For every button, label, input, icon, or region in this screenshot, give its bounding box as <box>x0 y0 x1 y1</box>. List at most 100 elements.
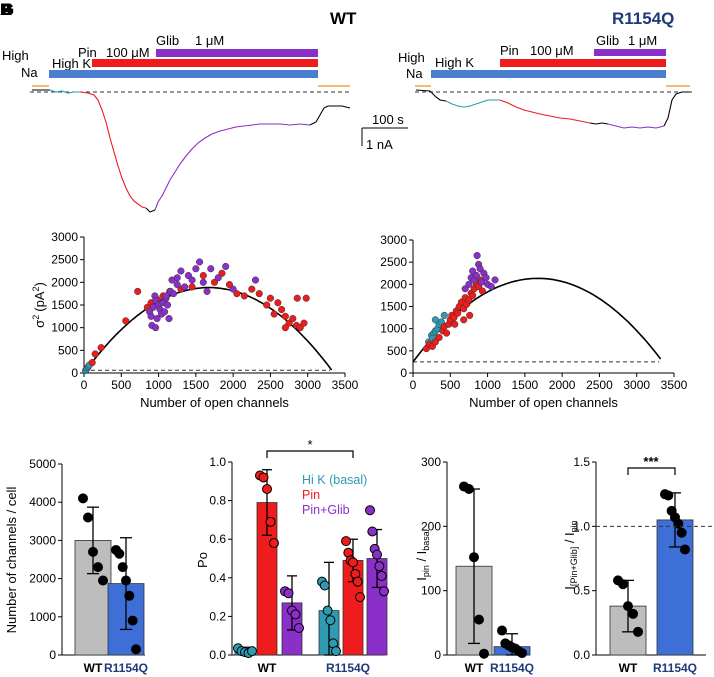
panel-letters: A B C D E F G <box>0 0 14 19</box>
data-point <box>294 622 304 633</box>
glib-label-mut: Glib <box>596 33 619 48</box>
data-point <box>628 608 638 619</box>
y-tick-label: 3000 <box>51 230 78 244</box>
fit-curve <box>83 286 333 374</box>
data-point-pin-glib <box>153 315 161 323</box>
y-tick-label: 2500 <box>380 255 407 269</box>
data-point-pin-glib <box>465 280 473 288</box>
pin-bar-mut <box>500 59 666 67</box>
y-axis-label-sep: / I <box>414 551 429 565</box>
data-point <box>367 526 378 537</box>
y-axis-label-part: 2 <box>31 315 41 320</box>
y-axis-label-sub: pin <box>421 565 431 577</box>
highk-bar-wt <box>49 70 318 78</box>
x-tick-label: 3500 <box>332 378 359 392</box>
data-point-pin <box>274 299 282 307</box>
bar-r1154q <box>656 519 694 656</box>
data-point-pin <box>281 324 289 332</box>
data-point <box>127 615 138 626</box>
data-point-pin <box>451 320 459 328</box>
x-tick-label: 2000 <box>220 378 247 392</box>
y-tick-label: 1000 <box>29 610 56 624</box>
data-point <box>376 570 387 581</box>
y-axis-label-part: σ <box>32 320 47 328</box>
x-tick-label: 500 <box>440 378 460 392</box>
trace-mut-hik <box>445 99 500 108</box>
data-point <box>365 505 375 516</box>
trace-panel-wt: WT Glib 1 μM Pin 100 μM High High K Na 1… <box>2 9 408 213</box>
y-tick-label: 0.2 <box>209 609 226 623</box>
y-tick-label: 3000 <box>29 533 56 547</box>
data-point <box>83 512 93 523</box>
data-point-pin-glib <box>152 324 160 332</box>
y-axis-label: Ipin / Ibasal <box>414 529 431 581</box>
data-point <box>663 490 674 501</box>
data-point-pin <box>296 324 304 332</box>
data-point-pin-glib <box>165 315 173 323</box>
data-point <box>623 601 633 612</box>
data-point-pin-glib <box>181 283 189 291</box>
y-tick-label: 1500 <box>51 298 78 312</box>
data-point <box>290 609 301 620</box>
y-tick-label: 1.0 <box>209 455 226 469</box>
data-point-pin-glib <box>472 271 480 280</box>
y-tick-label: 0.4 <box>209 571 226 585</box>
data-point <box>121 575 131 586</box>
panel-letter-c: C <box>1 0 13 19</box>
trace-title-wt: WT <box>330 9 357 28</box>
data-point-pin <box>255 290 263 298</box>
x-tick-label: 2500 <box>257 378 284 392</box>
panel-letter-g: G <box>1 0 14 19</box>
trace-mut-pin <box>499 99 591 124</box>
glib-label-wt: Glib <box>156 33 179 48</box>
data-point <box>372 549 382 560</box>
pin-conc-wt: 100 μM <box>106 45 150 60</box>
trace-mut-wash2 <box>663 91 690 127</box>
y-tick-label: 0.0 <box>209 648 226 662</box>
x-tick-label: 2500 <box>586 378 613 392</box>
data-point-pin-glib <box>177 267 185 275</box>
x-tick-label: 2000 <box>549 378 576 392</box>
data-point-pin-glib <box>162 292 170 300</box>
scale-time-label: 100 s <box>372 112 404 127</box>
y-tick-label: 4000 <box>29 495 56 509</box>
data-point-pin-glib <box>229 285 237 293</box>
y-tick-label: 200 <box>421 519 441 533</box>
y-tick-label: 3000 <box>380 233 407 247</box>
data-point <box>348 557 358 568</box>
data-point-hi-k <box>431 316 439 324</box>
y-axis-label: I[Pin+Glib] / Ipin <box>562 520 579 589</box>
data-point <box>117 562 128 573</box>
y-tick-label: 2000 <box>51 275 78 289</box>
scale-current-label: 1 nA <box>366 137 393 152</box>
data-point <box>283 588 294 599</box>
data-point-pin-glib <box>173 274 181 282</box>
y-axis-label-part: ) <box>32 282 47 286</box>
x-axis-label: Number of open channels <box>469 395 618 410</box>
data-point-pin-glib <box>160 308 169 316</box>
data-point <box>325 615 336 626</box>
data-point-pin-glib <box>207 265 215 273</box>
data-point-pin-glib <box>184 271 192 280</box>
legend-entry: Pin+Glib <box>302 503 350 517</box>
noise-scatter-wt: 0 500 1000 1500 2000 2500 3000 3500 0 500 1000 1500… <box>31 230 359 410</box>
y-tick-label: 100 <box>421 584 441 598</box>
x-tick-label: 3000 <box>623 378 650 392</box>
data-point-pin <box>443 329 451 337</box>
data-point-pin <box>302 294 310 302</box>
data-point <box>517 648 527 659</box>
na-label-mut: Na <box>406 66 423 81</box>
data-point <box>114 548 125 559</box>
y-tick-label: 300 <box>421 455 441 469</box>
high-label-mut: High <box>398 50 425 65</box>
y-tick-label: 500 <box>387 344 407 358</box>
data-point-pin <box>97 344 105 352</box>
trace-mut-wash1 <box>589 122 609 125</box>
data-point-pin-glib <box>203 287 211 295</box>
x-tick-label: 3000 <box>294 378 321 392</box>
x-category-label: WT <box>619 661 638 675</box>
data-point-pin <box>218 269 226 277</box>
data-point-pin-glib <box>214 274 222 282</box>
y-tick-label: 0.6 <box>209 532 226 546</box>
